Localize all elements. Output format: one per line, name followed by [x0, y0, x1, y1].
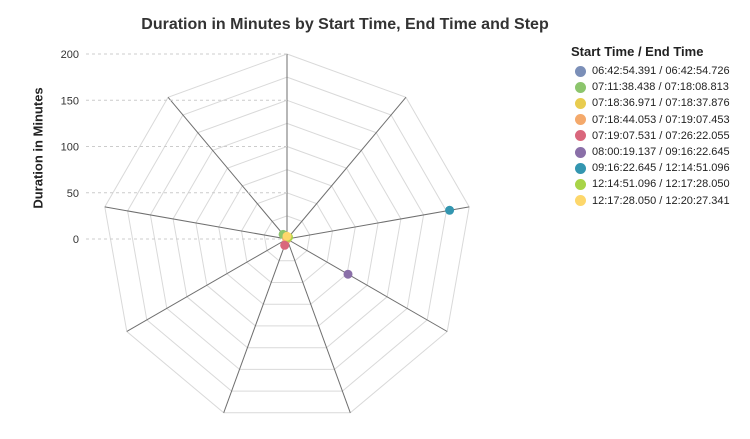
legend-label: 07:19:07.531 / 07:26:22.055: [592, 129, 730, 142]
spoke-3: [286, 238, 448, 332]
legend-label: 07:18:36.971 / 07:18:37.876: [592, 97, 730, 110]
data-point-4: [280, 240, 290, 250]
grid-ring-6: [149, 99, 425, 370]
legend-label: 06:42:54.391 / 06:42:54.726: [592, 65, 730, 78]
legend-label: 07:11:38.438 / 07:18:08.813: [592, 81, 729, 94]
legend-swatch: [575, 81, 586, 93]
legend-label: 07:18:44.053 / 07:19:07.453: [592, 113, 730, 126]
legend-item: 07:18:44.053 / 07:19:07.453: [571, 112, 730, 128]
legend-title: Start Time / End Time: [571, 44, 704, 59]
legend-item: 06:42:54.391 / 06:42:54.726: [571, 63, 730, 79]
legend-swatch: [575, 65, 586, 77]
legend-label: 12:14:51.096 / 12:17:28.050: [592, 178, 730, 191]
spoke-1: [286, 96, 407, 240]
spoke-5: [223, 238, 288, 413]
radar-grid: [104, 53, 470, 414]
spoke-6: [126, 238, 288, 332]
legend-label: 12:17:28.050 / 12:20:27.341: [592, 194, 730, 207]
legend-swatch: [575, 162, 586, 174]
legend-swatch: [575, 178, 586, 190]
grid-ring-4: [195, 145, 379, 327]
grid-ring-3: [218, 169, 356, 305]
legend-item: 07:18:36.971 / 07:18:37.876: [571, 95, 730, 111]
spoke-7: [104, 206, 288, 240]
legend-item: 12:17:28.050 / 12:20:27.341: [571, 193, 730, 209]
legend-swatch: [575, 146, 586, 158]
legend-item: 08:00:19.137 / 09:16:22.645: [571, 144, 730, 160]
data-point-5: [343, 269, 353, 279]
spoke-8: [167, 96, 288, 240]
spoke-2: [286, 206, 470, 240]
legend-item: 09:16:22.645 / 12:14:51.096: [571, 160, 730, 176]
chart-title: Duration in Minutes by Start Time, End T…: [141, 16, 549, 33]
data-point-6: [445, 205, 455, 215]
data-point-8: [282, 231, 292, 241]
legend-swatch: [575, 97, 586, 109]
legend-swatch: [575, 195, 586, 207]
legend-swatch: [575, 130, 586, 142]
legend-label: 09:16:22.645 / 12:14:51.096: [592, 162, 730, 175]
tick-label-0: 0: [73, 234, 79, 246]
tick-label-2: 100: [61, 142, 79, 154]
legend-items: 06:42:54.391 / 06:42:54.726 07:11:38.438 …: [571, 63, 730, 209]
grid-ring-5: [172, 122, 402, 349]
radial-axis-ticks: 0 50 100 150 200: [61, 49, 287, 246]
tick-label-1: 50: [67, 188, 79, 200]
grid-ring-8: [104, 53, 470, 414]
legend-label: 08:00:19.137 / 09:16:22.645: [592, 146, 730, 159]
grid-ring-1: [263, 215, 311, 262]
legend-item: 07:19:07.531 / 07:26:22.055: [571, 128, 730, 144]
spoke-4: [286, 238, 351, 413]
tick-label-4: 200: [61, 49, 79, 61]
data-points: [278, 205, 455, 279]
legend-item: 12:14:51.096 / 12:17:28.050: [571, 176, 730, 192]
tick-label-3: 150: [61, 95, 79, 107]
legend-item: 07:11:38.438 / 07:18:08.813: [571, 79, 730, 95]
grid-ring-7: [127, 76, 447, 392]
legend-swatch: [575, 114, 586, 126]
legend: Start Time / End Time 06:42:54.391 / 06:…: [571, 44, 730, 209]
grid-ring-2: [240, 192, 334, 283]
